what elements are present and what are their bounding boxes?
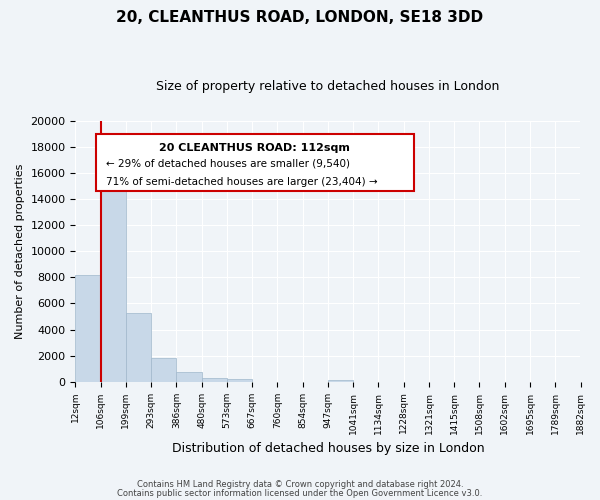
Text: ← 29% of detached houses are smaller (9,540): ← 29% of detached houses are smaller (9,… bbox=[106, 158, 350, 168]
Text: Contains HM Land Registry data © Crown copyright and database right 2024.: Contains HM Land Registry data © Crown c… bbox=[137, 480, 463, 489]
Bar bbox=[227, 379, 252, 382]
Title: Size of property relative to detached houses in London: Size of property relative to detached ho… bbox=[156, 80, 500, 93]
Bar bbox=[328, 380, 353, 382]
Bar bbox=[101, 165, 126, 382]
Y-axis label: Number of detached properties: Number of detached properties bbox=[15, 164, 25, 339]
Bar bbox=[202, 378, 227, 382]
FancyBboxPatch shape bbox=[95, 134, 414, 191]
X-axis label: Distribution of detached houses by size in London: Distribution of detached houses by size … bbox=[172, 442, 484, 455]
Bar bbox=[151, 358, 176, 382]
Bar bbox=[126, 312, 151, 382]
Bar bbox=[176, 372, 202, 382]
Text: 20 CLEANTHUS ROAD: 112sqm: 20 CLEANTHUS ROAD: 112sqm bbox=[159, 143, 350, 153]
Text: 71% of semi-detached houses are larger (23,404) →: 71% of semi-detached houses are larger (… bbox=[106, 176, 377, 186]
Text: 20, CLEANTHUS ROAD, LONDON, SE18 3DD: 20, CLEANTHUS ROAD, LONDON, SE18 3DD bbox=[116, 10, 484, 25]
Text: Contains public sector information licensed under the Open Government Licence v3: Contains public sector information licen… bbox=[118, 488, 482, 498]
Bar bbox=[76, 274, 101, 382]
